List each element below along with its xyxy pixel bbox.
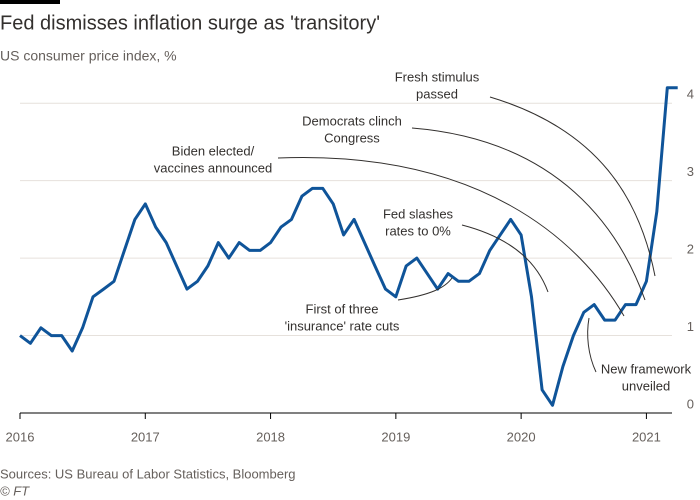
annotation: New framework (601, 361, 692, 376)
callout-line (411, 127, 646, 301)
x-tick-label: 2019 (381, 429, 410, 444)
annotation: First of three (306, 301, 379, 316)
callouts (277, 96, 656, 373)
x-tick-label: 2017 (131, 429, 160, 444)
annotation: Congress (324, 130, 380, 145)
annotation: Fresh stimulus (395, 69, 480, 84)
x-tick-label: 2020 (507, 429, 536, 444)
callout-line (587, 317, 597, 373)
x-tick-label: 2021 (632, 429, 661, 444)
credit: © FT (0, 483, 30, 498)
source: Sources: US Bureau of Labor Statistics, … (0, 466, 296, 481)
brand-bar (0, 0, 60, 4)
callout-line (277, 157, 625, 317)
y-tick-label: 2 (687, 242, 694, 257)
y-tick-label: 3 (687, 164, 694, 179)
x-tick-label: 2016 (6, 429, 35, 444)
cpi-line (19, 86, 678, 407)
y-tick-label: 1 (687, 319, 694, 334)
callout-line (489, 96, 656, 277)
chart-subtitle: US consumer price index, % (0, 48, 177, 64)
annotation: Biden elected/ (172, 143, 255, 158)
x-tick-label: 2018 (256, 429, 285, 444)
plot: 0 1 2 3 4 2016 2017 2018 2019 2020 2021 (6, 86, 694, 444)
chart-title: Fed dismisses inflation surge as 'transi… (0, 12, 380, 34)
annotation: 'insurance' rate cuts (285, 318, 400, 333)
annotation: unveiled (622, 378, 670, 393)
annotation: vaccines announced (154, 160, 273, 175)
annotation: passed (416, 86, 458, 101)
callout-line (397, 277, 453, 301)
y-tick-label: 0 (687, 396, 694, 411)
y-tick-label: 4 (687, 87, 694, 102)
annotation: rates to 0% (385, 223, 451, 238)
annotation: Democrats clinch (302, 113, 402, 128)
annotation: Fed slashes (383, 206, 454, 221)
callout-line (461, 224, 549, 293)
